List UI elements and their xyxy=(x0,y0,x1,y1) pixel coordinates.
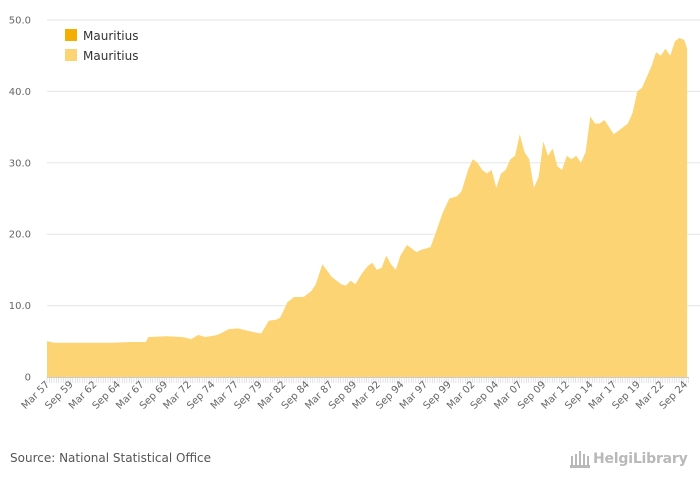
legend: Mauritius Mauritius xyxy=(65,29,138,63)
y-tick-label: 20.0 xyxy=(9,230,31,241)
logo-text: HelgiLibrary xyxy=(593,451,688,467)
helgi-library-logo[interactable]: HelgiLibrary xyxy=(570,448,688,470)
source-note: Source: National Statistical Office xyxy=(10,451,212,465)
library-building-icon xyxy=(570,451,590,468)
series-area-mauritius[interactable] xyxy=(47,37,688,378)
y-axis-labels: 0 10.0 20.0 30.0 40.0 50.0 xyxy=(9,16,31,384)
y-tick-label: 40.0 xyxy=(9,87,31,98)
y-tick-label: 50.0 xyxy=(9,16,31,27)
y-tick-label: 0 xyxy=(25,373,31,384)
y-tick-label: 10.0 xyxy=(9,301,31,312)
legend-label-mauritius-2[interactable]: Mauritius xyxy=(83,49,138,63)
legend-label-mauritius-1[interactable]: Mauritius xyxy=(83,29,138,43)
x-axis-minor-ticks xyxy=(46,377,689,383)
legend-swatch-mauritius-1[interactable] xyxy=(65,29,77,41)
plot-area xyxy=(47,37,688,378)
legend-swatch-mauritius-2[interactable] xyxy=(65,49,77,61)
y-tick-label: 30.0 xyxy=(9,158,31,169)
